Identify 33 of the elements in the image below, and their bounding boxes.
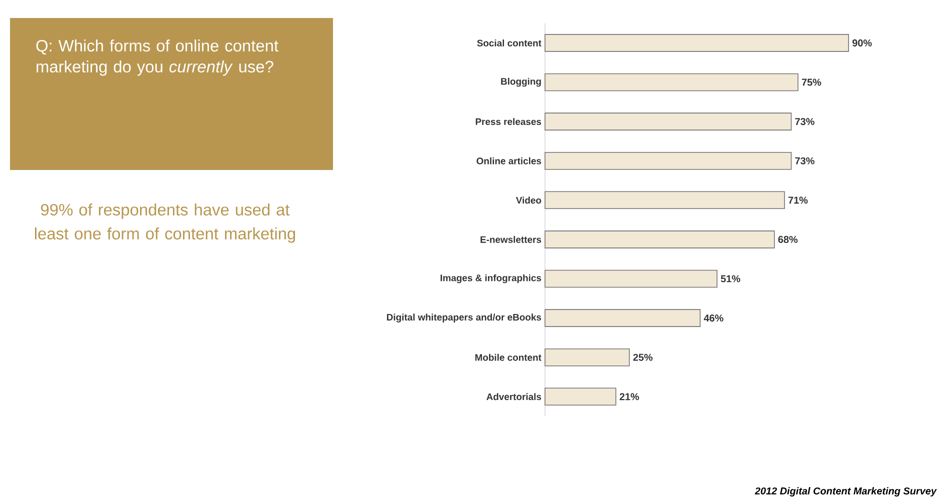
y-tick-label: Mobile content [475,354,542,361]
bar [544,348,630,366]
data-label: 73% [795,118,814,126]
bar [544,73,798,92]
y-tick-label: Images & infographics [440,274,542,284]
y-tick-label: Digital whitepapers and/or eBooks [386,314,542,322]
text: 99% of respondents have used at least one form of content marketing [35,204,296,243]
bar [544,230,775,248]
text: 2012 Digital Content Marketing Survey [754,487,937,496]
data-label: 51% [720,275,740,282]
bar [544,34,849,52]
bar [544,270,718,288]
data-label: 71% [788,196,808,204]
bar [544,152,792,170]
bar [544,309,701,327]
y-tick-label: Press releases [476,118,542,126]
y-tick-label: Advertorials [486,393,542,400]
y-tick-label: E-newsletters [480,236,542,243]
data-label: 68% [778,236,798,243]
data-label: 46% [704,314,724,322]
y-tick-label: Online articles [476,157,542,164]
data-label: 21% [620,393,640,400]
bar [544,112,792,130]
data-label: 90% [852,39,872,46]
data-label: 25% [633,354,653,361]
data-label: 75% [802,78,822,86]
y-tick-label: Video [516,196,542,204]
bar [544,191,785,210]
y-tick-label: Blogging [501,78,541,87]
text: Q: Which forms of online content marketing do you currently use? [36,40,278,76]
data-label: 73% [795,157,814,164]
bar [544,388,616,406]
y-tick-label: Social content [477,39,542,46]
